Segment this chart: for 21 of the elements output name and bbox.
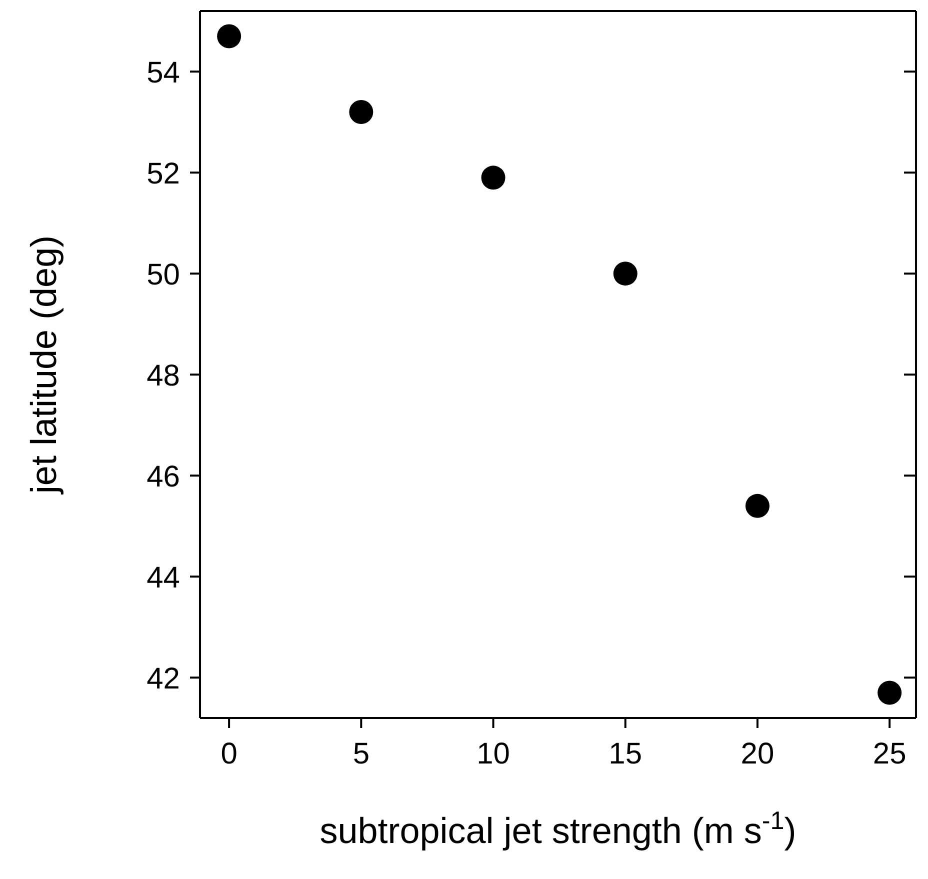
x-tick-label: 15 [608,737,642,770]
y-tick-label: 46 [146,460,180,494]
y-tick-label: 54 [146,56,180,90]
y-tick-label: 50 [146,258,180,292]
y-tick-label: 42 [146,662,180,696]
point [745,494,770,518]
x-tick-label: 5 [352,737,370,770]
x-axis-title: subtropical jet strength (m s$^{-1}$) [320,807,796,851]
point [878,680,902,705]
point [217,24,242,48]
point [349,100,374,124]
x-tick-label: 20 [740,737,774,770]
y-axis-title: jet latitude (deg) [23,235,64,495]
y-tick-label: 44 [146,561,180,594]
x-tick-label: 10 [476,737,510,770]
point [481,166,506,190]
y-tick-label: 52 [146,157,180,190]
y-tick-label: 48 [146,359,180,392]
x-tick-label: 25 [872,737,906,770]
point [613,262,638,286]
x-tick-label: 0 [220,737,238,770]
